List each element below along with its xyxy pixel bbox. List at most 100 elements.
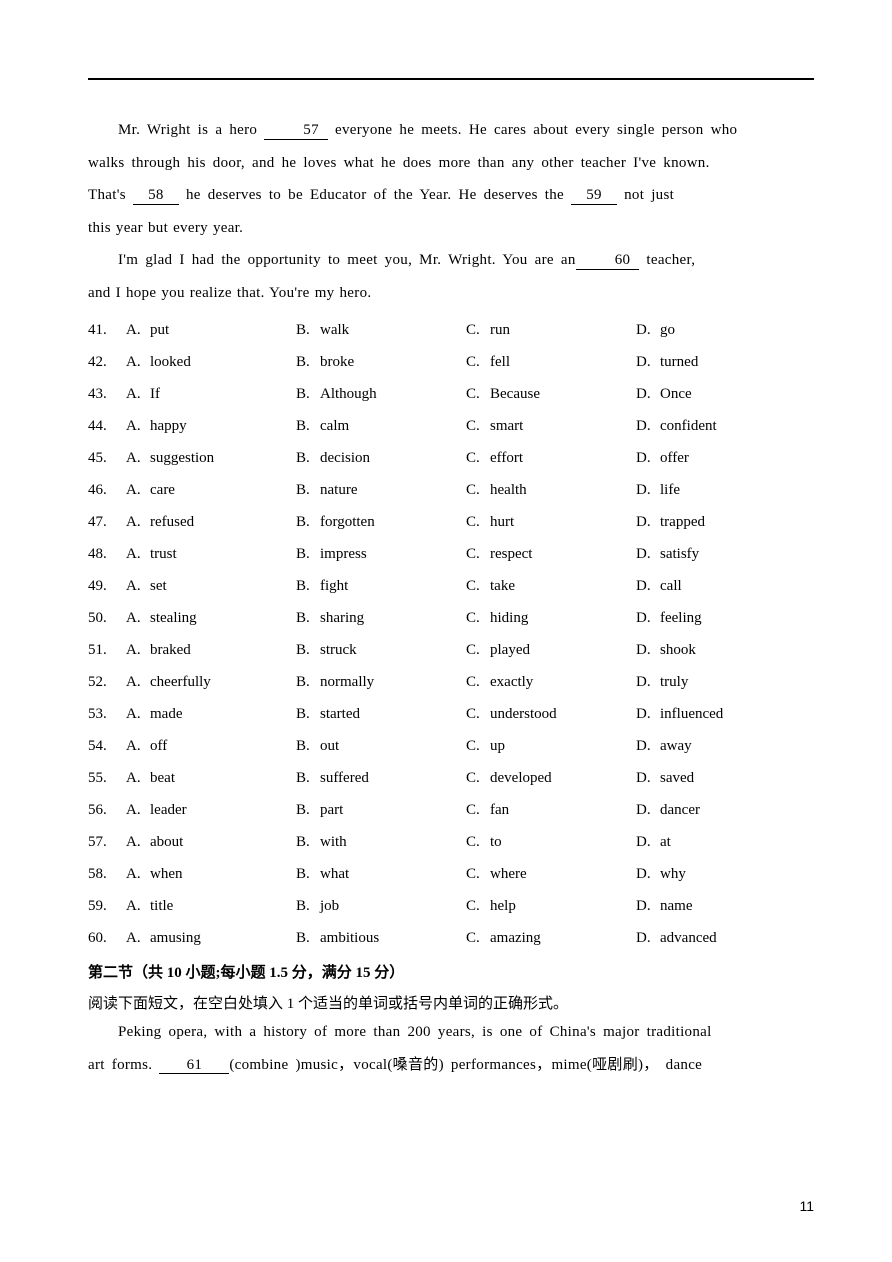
option-a: A.beat [126, 763, 296, 793]
option-label: D. [636, 795, 660, 825]
option-text: effort [490, 450, 523, 466]
option-d: D.offer [636, 443, 806, 473]
option-label: D. [636, 539, 660, 569]
option-label: A. [126, 315, 150, 345]
option-text: part [320, 802, 343, 818]
option-row: 45.A.suggestionB.decisionC.effortD.offer [88, 443, 814, 473]
option-b: B.normally [296, 667, 466, 697]
question-number: 57. [88, 827, 126, 857]
paragraph: and I hope you realize that. You're my h… [88, 279, 814, 308]
option-a: A.looked [126, 347, 296, 377]
fill-blank: 61 [159, 1057, 229, 1075]
option-text: suffered [320, 770, 369, 786]
option-text: stealing [150, 610, 197, 626]
fill-blank: 58 [133, 187, 179, 205]
paragraph: Mr. Wright is a hero 57 everyone he meet… [88, 116, 814, 145]
option-text: cheerfully [150, 674, 211, 690]
option-c: C.up [466, 731, 636, 761]
question-number: 46. [88, 475, 126, 505]
option-label: B. [296, 507, 320, 537]
option-label: C. [466, 507, 490, 537]
option-text: up [490, 738, 505, 754]
option-label: C. [466, 699, 490, 729]
option-b: B.Although [296, 379, 466, 409]
paragraph: Peking opera, with a history of more tha… [88, 1018, 814, 1047]
question-number: 55. [88, 763, 126, 793]
option-text: Because [490, 386, 540, 402]
option-text: calm [320, 418, 349, 434]
option-text: fell [490, 354, 510, 370]
option-d: D.at [636, 827, 806, 857]
option-text: sharing [320, 610, 364, 626]
option-row: 55.A.beatB.sufferedC.developedD.saved [88, 763, 814, 793]
option-d: D.confident [636, 411, 806, 441]
option-b: B.with [296, 827, 466, 857]
option-c: C.exactly [466, 667, 636, 697]
option-c: C.hurt [466, 507, 636, 537]
option-d: D.influenced [636, 699, 806, 729]
paragraph: I'm glad I had the opportunity to meet y… [88, 246, 814, 275]
question-number: 45. [88, 443, 126, 473]
option-label: B. [296, 859, 320, 889]
option-label: B. [296, 731, 320, 761]
question-number: 42. [88, 347, 126, 377]
option-c: C.fan [466, 795, 636, 825]
option-text: forgotten [320, 514, 375, 530]
option-text: health [490, 482, 527, 498]
section-2-title: 第二节（共 10 小题;每小题 1.5 分，满分 15 分） [88, 959, 814, 988]
option-text: truly [660, 674, 688, 690]
option-text: when [150, 866, 183, 882]
option-text: title [150, 898, 173, 914]
option-text: leader [150, 802, 187, 818]
option-text: care [150, 482, 175, 498]
question-number: 51. [88, 635, 126, 665]
option-text: about [150, 834, 183, 850]
option-text: take [490, 578, 515, 594]
option-c: C.help [466, 891, 636, 921]
option-d: D.truly [636, 667, 806, 697]
option-label: D. [636, 411, 660, 441]
paragraph: That's 58 he deserves to be Educator of … [88, 181, 814, 210]
option-text: confident [660, 418, 717, 434]
paragraph: art forms. 61 (combine )music，vocal(嗓音的)… [88, 1051, 814, 1080]
option-a: A.cheerfully [126, 667, 296, 697]
option-label: A. [126, 923, 150, 953]
option-row: 43.A.IfB.AlthoughC.BecauseD.Once [88, 379, 814, 409]
fill-blank: 59 [571, 187, 617, 205]
option-c: C.played [466, 635, 636, 665]
option-label: D. [636, 731, 660, 761]
option-a: A.amusing [126, 923, 296, 953]
paragraph: walks through his door, and he loves wha… [88, 149, 814, 178]
option-text: impress [320, 546, 367, 562]
option-d: D.Once [636, 379, 806, 409]
fill-blank: 60 [576, 252, 640, 270]
option-row: 59.A.titleB.jobC.helpD.name [88, 891, 814, 921]
option-label: A. [126, 859, 150, 889]
option-text: played [490, 642, 530, 658]
option-b: B.suffered [296, 763, 466, 793]
paragraph: this year but every year. [88, 214, 814, 243]
option-text: suggestion [150, 450, 214, 466]
option-label: C. [466, 827, 490, 857]
option-label: A. [126, 347, 150, 377]
option-b: B.part [296, 795, 466, 825]
option-text: amusing [150, 930, 201, 946]
option-text: offer [660, 450, 689, 466]
question-number: 59. [88, 891, 126, 921]
option-c: C.health [466, 475, 636, 505]
option-text: why [660, 866, 686, 882]
passage-block-2: Peking opera, with a history of more tha… [88, 1018, 814, 1079]
option-label: B. [296, 571, 320, 601]
option-label: C. [466, 731, 490, 761]
option-text: looked [150, 354, 191, 370]
option-b: B.calm [296, 411, 466, 441]
option-d: D.satisfy [636, 539, 806, 569]
question-number: 52. [88, 667, 126, 697]
option-text: developed [490, 770, 552, 786]
option-a: A.leader [126, 795, 296, 825]
option-c: C.understood [466, 699, 636, 729]
option-d: D.turned [636, 347, 806, 377]
option-label: C. [466, 859, 490, 889]
option-label: B. [296, 443, 320, 473]
option-label: C. [466, 315, 490, 345]
